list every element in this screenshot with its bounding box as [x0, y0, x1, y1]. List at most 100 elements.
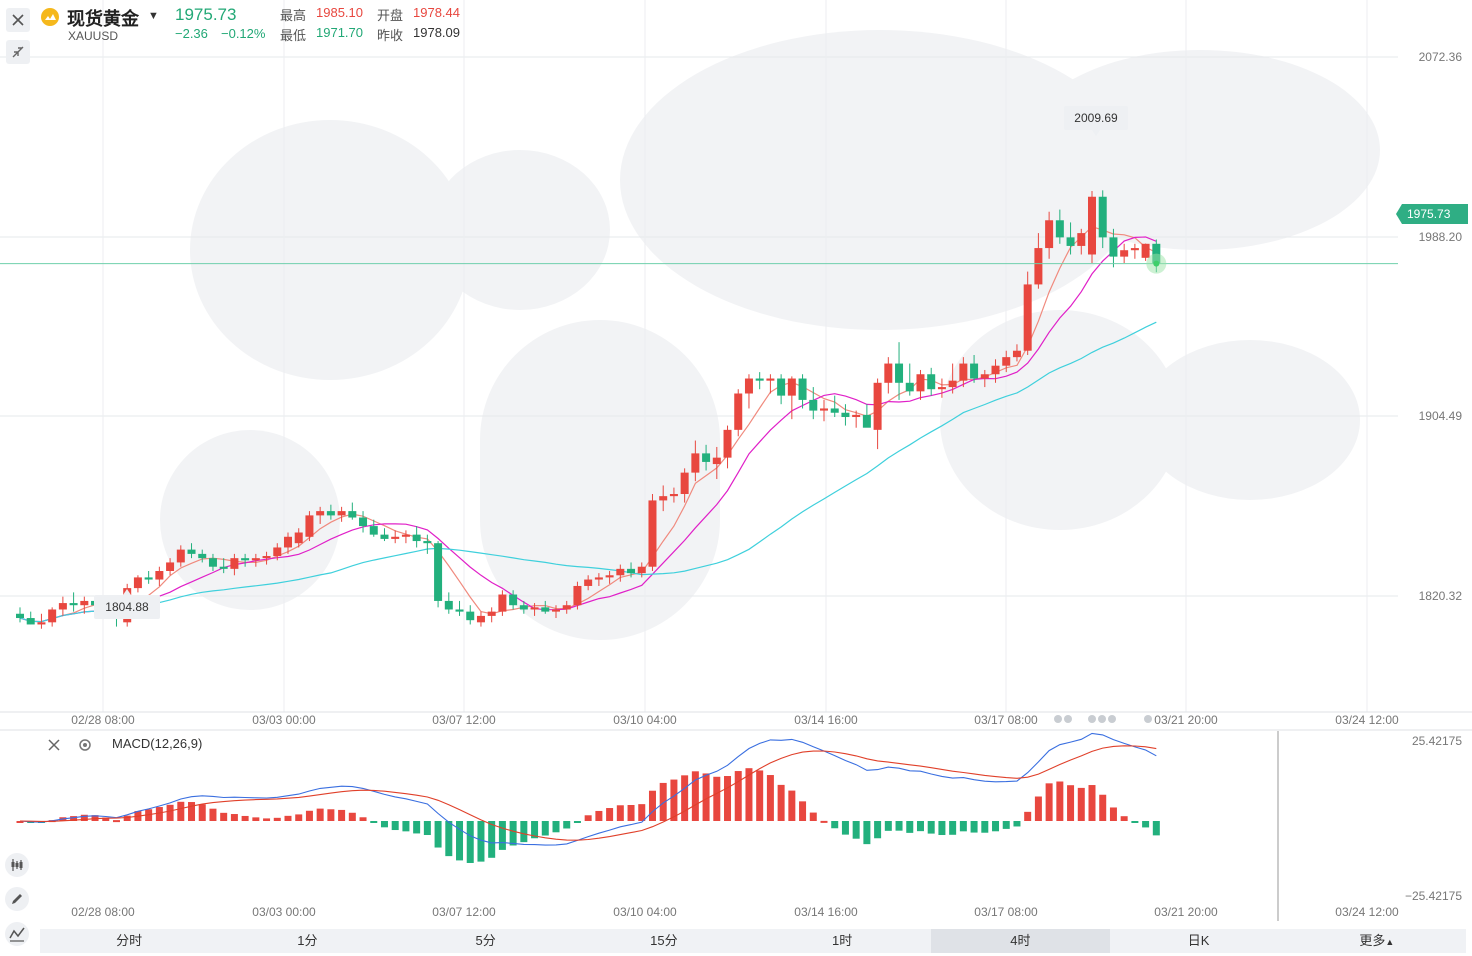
candle-body [616, 568, 625, 576]
candle-body [530, 607, 539, 610]
candle [959, 357, 968, 388]
macd-histogram-bar [541, 821, 549, 836]
indicator-button[interactable] [5, 922, 29, 946]
world-map-watermark [160, 30, 1380, 640]
current-price-tag-text: 1975.73 [1407, 207, 1451, 221]
candle [884, 357, 893, 394]
page-dot [1098, 715, 1106, 723]
candle [476, 611, 485, 627]
last-price-dot [1153, 260, 1160, 267]
tab-1min[interactable]: 1分 [297, 933, 318, 948]
candle-body [1141, 243, 1150, 258]
collapse-button[interactable] [6, 40, 30, 64]
tab-daily[interactable]: 日K [1187, 933, 1210, 948]
candle-body [991, 365, 1000, 375]
candle [723, 425, 732, 469]
close-icon [48, 739, 60, 751]
time-axis-label: 03/14 16:00 [794, 713, 858, 727]
candle [905, 363, 914, 396]
macd-histogram-bar [1002, 821, 1010, 829]
instrument-dropdown-icon[interactable]: ▼ [148, 10, 159, 22]
price-overlay [0, 130, 1398, 595]
candle [970, 355, 979, 383]
candle-body [584, 579, 593, 586]
macd-histogram-bar [724, 776, 732, 821]
candle [369, 519, 378, 537]
candle-body [412, 534, 421, 542]
tab-5min[interactable]: 5分 [475, 933, 496, 948]
candlestick-icon [11, 859, 23, 871]
macd-histogram-bar [91, 815, 99, 821]
close-chart-button[interactable] [6, 8, 30, 32]
time-axis-label: 03/03 00:00 [252, 713, 316, 727]
candle-body [680, 472, 689, 495]
macd-histogram-bar [1034, 796, 1042, 821]
chart-type-button[interactable] [5, 853, 29, 877]
macd-histogram-bar [112, 820, 120, 823]
macd-histogram-bar [1142, 821, 1150, 828]
tab-15min[interactable]: 15分 [650, 933, 678, 948]
candle [916, 369, 925, 400]
candle [48, 607, 57, 627]
macd-histogram-bar [155, 807, 163, 821]
macd-time-label: 03/21 20:00 [1154, 905, 1218, 919]
candle [841, 404, 850, 426]
candle [241, 553, 250, 567]
tab-fenshi[interactable]: 分时 [116, 933, 143, 948]
macd-histogram-bar [563, 821, 571, 829]
candle [273, 543, 282, 561]
candle [133, 575, 142, 593]
price-axis-label: 2072.36 [1419, 50, 1463, 64]
macd-histogram-bar [531, 821, 539, 839]
candle [627, 562, 636, 578]
macd-histogram-bar [338, 809, 346, 821]
candle-body [980, 374, 989, 379]
candle-body [723, 429, 732, 458]
time-axis-label: 03/10 04:00 [613, 713, 677, 727]
macd-histogram-bar [1067, 785, 1075, 821]
candle [927, 367, 936, 396]
candle-body [498, 594, 507, 612]
candle [380, 528, 389, 542]
candle [69, 592, 78, 612]
candle-body [1055, 220, 1064, 238]
tab-4h[interactable]: 4时 [931, 929, 1110, 953]
macd-histogram-bar [1045, 783, 1053, 821]
candle-body [155, 570, 164, 580]
macd-histogram-bar [927, 821, 935, 834]
price-axis-label: 1988.20 [1419, 230, 1463, 244]
candle-body [58, 603, 67, 610]
macd-histogram-bar [1024, 811, 1032, 821]
macd-histogram-bar [734, 771, 742, 821]
candle [16, 607, 24, 623]
candle [1002, 350, 1011, 373]
candle [1130, 243, 1139, 259]
candle [1023, 271, 1032, 355]
candle-body [380, 534, 389, 539]
tab-1h[interactable]: 1时 [832, 933, 853, 948]
instrument-symbol: XAUUSD [68, 29, 119, 43]
candle-body [519, 605, 528, 610]
candle [659, 485, 668, 512]
candle [391, 530, 400, 544]
candle [948, 363, 957, 394]
candle [852, 410, 861, 428]
candle-body [744, 378, 753, 394]
instrument-name[interactable]: 现货黄金 [67, 9, 139, 29]
candle-body [26, 618, 35, 625]
draw-tool-button[interactable] [5, 887, 29, 911]
macd-histogram-bar [852, 821, 860, 839]
macd-histogram-bar [466, 821, 474, 863]
candle-body [1023, 284, 1032, 351]
close-indicator-button[interactable] [46, 737, 64, 753]
tab-more[interactable]: 更多▲ [1288, 929, 1466, 953]
candle [734, 389, 743, 437]
macd-histogram-bar [702, 773, 710, 821]
candle [541, 600, 550, 614]
indicator-settings-button[interactable] [76, 736, 94, 754]
candle [584, 575, 593, 591]
prev-close-value: 1978.09 [413, 25, 460, 40]
candle [519, 600, 528, 614]
